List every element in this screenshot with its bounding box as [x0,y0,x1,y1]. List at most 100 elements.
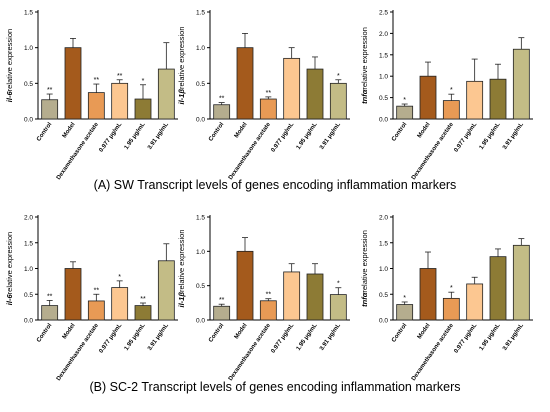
y-axis-label-gene: tnfα [360,89,369,104]
x-tick-label: 0.977 μg/mL [98,121,123,153]
significance-label: * [450,87,453,94]
y-tick-label: 1.5 [196,215,205,222]
y-tick-label: 0.0 [379,117,388,124]
y-tick-label: 0.0 [196,117,205,124]
chart-panel-a-3: 0.0 0.5 1.0 1.5 2.0 2.5 tnfαrelative expressio… [360,10,533,181]
y-tick-label: 1.5 [24,10,33,17]
y-tick-label: 2.0 [24,215,33,222]
x-tick-label: 1.95 μg/mL [479,322,502,351]
bar [157,68,175,120]
x-tick-label: 0.977 μg/mL [270,121,295,153]
x-tick-label: 0.977 μg/mL [270,322,295,354]
y-axis-label: tnfαrelative expression [360,230,369,307]
y-tick-label: 0.5 [24,81,33,88]
bar [64,47,82,120]
bar [283,271,301,321]
bar [213,305,231,321]
bar [489,78,507,120]
bar [442,297,460,321]
y-tick-label: 1.5 [24,240,33,247]
y-tick-label: 2.0 [379,31,388,38]
y-axis-label-text: relative expression [5,232,14,295]
y-tick-label: 1.5 [196,10,205,17]
significance-label: * [403,295,406,302]
y-axis-label-gene: il-6 [5,294,14,306]
bar [466,283,484,321]
x-tick-label: Model [234,322,249,340]
y-tick-label: 0.0 [24,318,33,325]
bar [396,105,414,120]
significance-label: * [118,274,121,281]
x-tick-label: Model [62,322,77,340]
x-tick-label: Dexamethasone acetate [56,121,101,181]
x-tick-label: 3.91 μg/mL [502,121,525,150]
significance-label: ** [266,292,272,299]
y-axis-label: tnfαrelative expression [360,27,369,104]
x-tick-label: Model [234,121,249,139]
chart-panel-b-2: 0.0 0.5 1.0 1.5 il-1βrelative expression ** Co… [177,215,350,382]
x-tick-label: Control [36,121,53,142]
x-tick-label: Dexamethasone acetate [228,322,273,382]
bar [87,92,105,120]
y-tick-label: 2.5 [379,10,388,17]
chart-panel-b-1: 0.00.51.01.52.0il-6relative expression**… [5,215,178,382]
x-tick-label: Model [417,322,432,340]
y-tick-label: 1.0 [24,266,33,273]
x-tick-label: Model [62,121,77,139]
y-tick-label: 0.0 [196,318,205,325]
y-tick-label: 1.0 [196,45,205,52]
y-axis-label: il-6relative expression [5,29,14,102]
bar [64,268,82,321]
y-tick-label: 1.0 [196,249,205,256]
x-tick-label: Control [208,121,225,142]
significance-label: ** [47,293,53,300]
y-tick-label: 0.0 [24,117,33,124]
bar [41,99,59,120]
bar [489,256,507,321]
x-tick-label: 0.977 μg/mL [453,322,478,354]
y-axis-label-gene: tnfα [360,292,369,307]
y-axis-label-text: relative expression [177,26,186,89]
bar [419,268,437,321]
y-tick-label: 0.5 [379,292,388,299]
y-tick-label: 0.5 [24,292,33,299]
x-tick-label: 1.95 μg/mL [124,121,147,150]
significance-label: * [337,73,340,80]
y-axis-label-gene: il-6 [5,91,14,103]
chart-panel-b-3: 0.0 0.5 1.0 1.5 2.0 tnfαrelative expression * C… [360,215,533,382]
y-axis-label-text: relative expression [5,29,14,92]
significance-label: ** [219,297,225,304]
y-axis-label: il-1βrelative expression [177,229,186,307]
bar [111,287,129,321]
significance-label: * [403,97,406,104]
y-tick-label: 1.0 [379,266,388,273]
x-tick-label: Dexamethasone acetate [411,322,456,382]
bar [134,305,152,321]
significance-label: * [450,285,453,292]
y-tick-label: 0.5 [196,283,205,290]
bar [329,294,347,321]
y-tick-label: 1.5 [379,52,388,59]
x-tick-label: 1.95 μg/mL [296,121,319,150]
bar [213,104,231,120]
bar [306,273,324,321]
significance-label: ** [94,287,100,294]
y-axis-label: il-6relative expression [5,232,14,305]
x-tick-label: 3.91 μg/mL [147,322,170,351]
bar [306,68,324,120]
bar [157,260,175,321]
x-tick-label: Control [208,322,225,343]
x-tick-label: 3.91 μg/mL [319,121,342,150]
x-tick-label: 1.95 μg/mL [124,322,147,351]
y-axis-label-text: relative expression [360,27,369,90]
y-tick-label: 0.0 [379,318,388,325]
bar [111,82,129,120]
x-tick-label: Dexamethasone acetate [56,322,101,382]
bar [283,57,301,120]
bar [134,98,152,120]
significance-label: ** [47,87,53,94]
y-axis-label-gene: il-1β [177,89,186,105]
x-tick-label: Dexamethasone acetate [228,121,273,181]
